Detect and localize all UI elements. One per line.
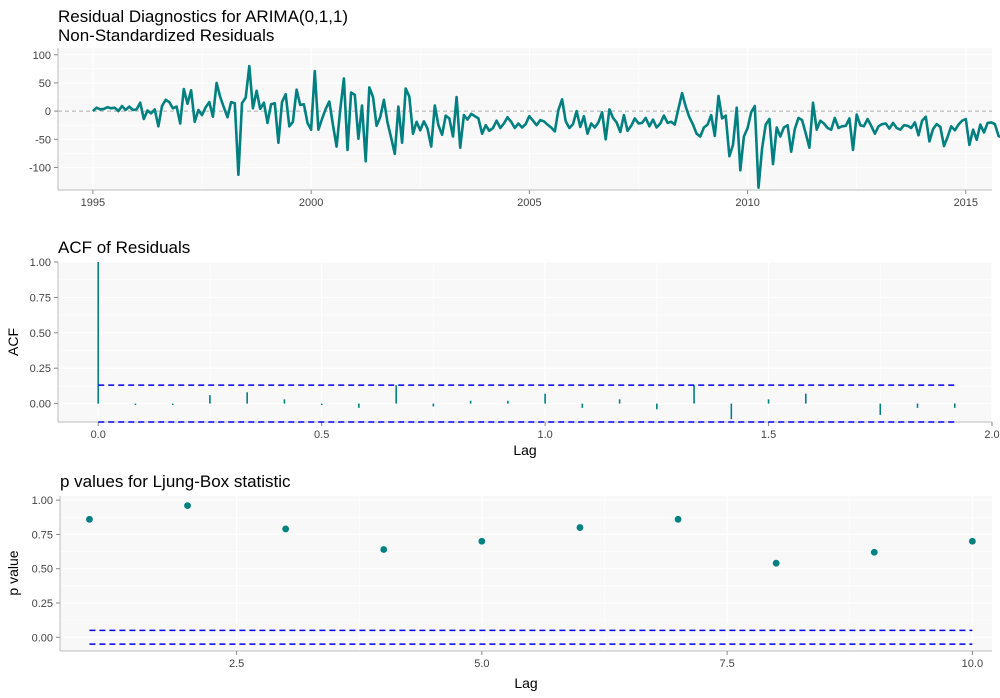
acf-plot-area (58, 262, 992, 422)
ljung-box-x-tick-label: 2.5 (229, 658, 244, 670)
ljung-box-title: p values for Ljung-Box statistic (60, 472, 291, 491)
ljung-box-x-tick-label: 7.5 (719, 658, 734, 670)
acf-x-axis-label: Lag (513, 442, 536, 458)
residuals-panel: Residual Diagnostics for ARIMA(0,1,1) No… (29, 7, 1000, 209)
ljung-box-panel: p values for Ljung-Box statistic 2.5 5.0 7… (5, 472, 992, 691)
acf-x-tick-label: 0.0 (91, 429, 106, 441)
residuals-plot-area (58, 48, 992, 190)
acf-y-tick-label: 0.00 (30, 399, 51, 411)
acf-bars (97, 262, 956, 423)
residuals-y-tick-label: -100 (29, 162, 51, 174)
acf-y-tick-label: 1.00 (30, 257, 51, 269)
ljung-box-axes: 2.5 5.0 7.5 10.0 1.00 0.75 0.50 0.25 0.00 (32, 495, 992, 670)
ljung-box-y-tick-label: 0.75 (32, 529, 53, 541)
residuals-x-tick-label: 2005 (517, 197, 541, 209)
acf-panel: ACF of Residuals 0.0 0.5 1.0 1.5 2.0 1.00 0.75… (5, 238, 1000, 458)
p-value-point (86, 515, 93, 523)
residuals-x-tick-label: 2015 (954, 197, 978, 209)
residual-line (92, 64, 1000, 189)
ljung-box-gridlines (60, 496, 992, 651)
ljung-box-x-axis-label: Lag (514, 675, 537, 691)
acf-y-tick-label: 0.75 (30, 292, 51, 304)
residuals-y-tick-label: 100 (33, 50, 51, 62)
residuals-series (58, 64, 1000, 189)
residuals-y-tick-label: 0 (45, 106, 51, 118)
acf-y-tick-label: 0.25 (30, 363, 51, 375)
ljung-box-x-tick-label: 10.0 (962, 658, 983, 670)
chart-title: Residual Diagnostics for ARIMA(0,1,1) (58, 7, 348, 26)
residuals-y-tick-label: 50 (39, 78, 51, 90)
ljung-box-y-tick-label: 1.00 (32, 495, 53, 507)
p-value-point (282, 525, 290, 533)
p-value-point (674, 515, 682, 523)
p-value-point (968, 537, 976, 545)
p-value-point (184, 502, 191, 510)
ljung-box-y-tick-label: 0.50 (32, 564, 53, 576)
ljung-box-points (86, 502, 976, 645)
p-value-point (478, 537, 486, 545)
ljung-box-plot-area (60, 496, 992, 651)
residuals-x-tick-label: 1995 (81, 197, 105, 209)
residuals-y-tick-label: -50 (35, 134, 51, 146)
acf-title: ACF of Residuals (58, 238, 190, 257)
acf-x-tick-label: 0.5 (314, 429, 329, 441)
p-value-point (772, 559, 780, 567)
acf-y-tick-label: 0.50 (30, 328, 51, 340)
residuals-x-tick-label: 2010 (735, 197, 759, 209)
p-value-point (576, 524, 584, 531)
ljung-box-x-tick-label: 5.0 (474, 658, 489, 670)
acf-x-tick-label: 1.5 (761, 429, 776, 441)
p-value-point (870, 548, 878, 556)
chart-subtitle: Non-Standardized Residuals (58, 26, 274, 45)
residuals-x-tick-label: 2000 (299, 197, 323, 209)
acf-x-tick-label: 1.0 (537, 429, 552, 441)
acf-y-axis-label: ACF (5, 328, 21, 356)
ljung-box-y-tick-label: 0.25 (32, 598, 53, 610)
ljung-box-y-tick-label: 0.00 (32, 632, 53, 644)
p-value-point (380, 546, 388, 553)
residuals-axes: 1995 2000 2005 2010 2015 100 50 0 -50 -100 (29, 48, 992, 209)
ljung-box-y-axis-label: p value (5, 550, 21, 595)
acf-x-tick-label: 2.0 (984, 429, 999, 441)
